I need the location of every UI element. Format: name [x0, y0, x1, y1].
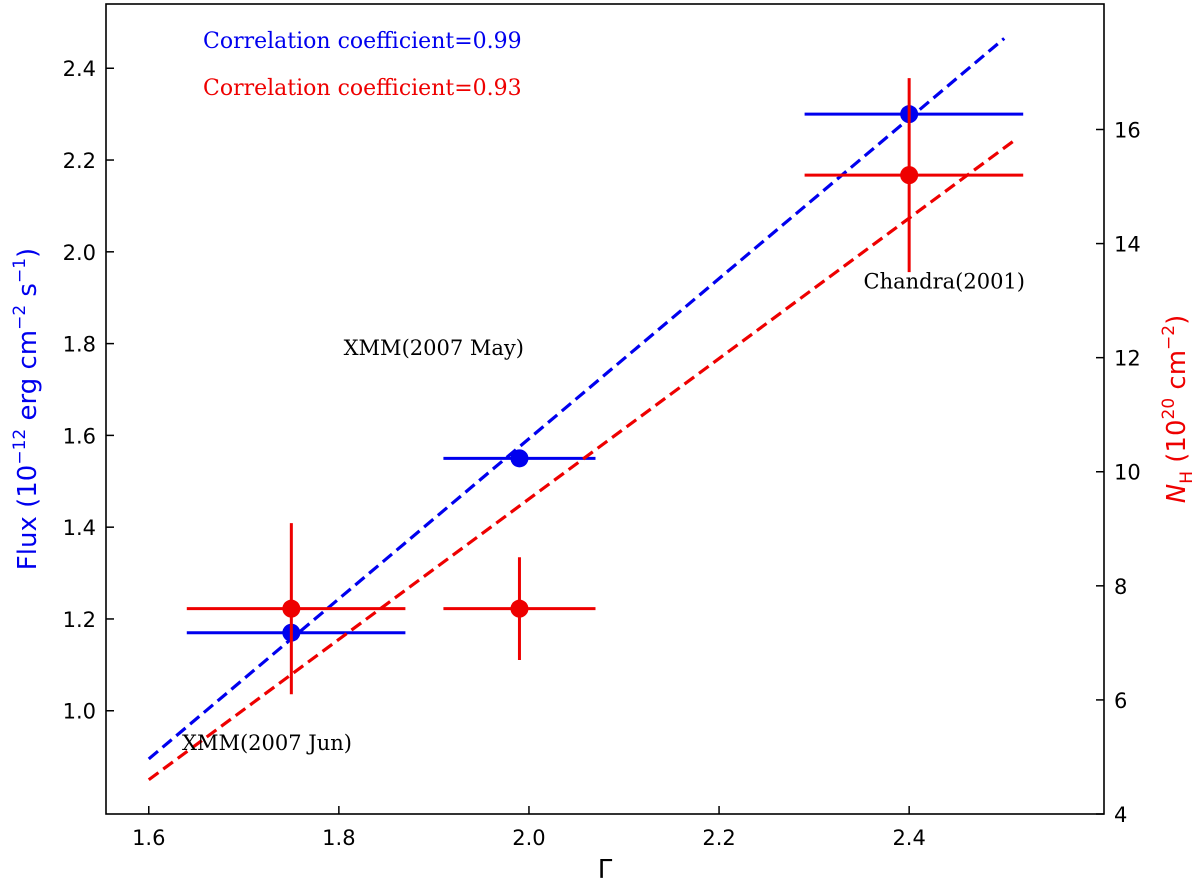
x-tick-label: 1.8 — [322, 826, 355, 850]
x-tick-label: 1.6 — [132, 826, 165, 850]
correlation-annotation-flux: Correlation coefficient=0.99 — [203, 29, 522, 54]
y-right-tick-label: 14 — [1114, 233, 1141, 257]
data-point-nh — [510, 599, 529, 618]
y-right-tick-label: 6 — [1114, 689, 1127, 713]
y-axis-left-label: Flux (10−12 erg cm−2 s−1) — [10, 248, 43, 570]
x-tick-label: 2.4 — [892, 826, 925, 850]
data-point-flux — [510, 449, 529, 468]
x-axis: 1.6 1.8 2.0 2.2 2.4 — [132, 806, 926, 850]
y-left-tick-label: 1.2 — [63, 608, 96, 632]
observation-label: Chandra(2001) — [864, 270, 1025, 294]
data-point-nh — [282, 599, 301, 618]
y-right-tick-label: 10 — [1114, 461, 1141, 485]
fit-line-nh — [147, 139, 1015, 782]
y-left-tick-label: 1.4 — [63, 516, 96, 540]
y-left-tick-label: 2.4 — [63, 57, 96, 81]
y-left-tick-label: 1.0 — [63, 700, 96, 724]
y-left-tick-label: 2.2 — [63, 149, 96, 173]
plot-frame — [105, 3, 1105, 815]
y-left-tick-label: 1.6 — [63, 424, 96, 448]
y-axis-right-label: NH (1020 cm−2) — [1159, 315, 1197, 504]
fit-line-flux — [147, 37, 1006, 761]
x-tick-label: 2.0 — [512, 826, 545, 850]
x-tick-label: 2.2 — [702, 826, 735, 850]
y-left-tick-label: 2.0 — [63, 241, 96, 265]
y-right-tick-label: 4 — [1114, 803, 1127, 827]
observation-label: XMM(2007 May) — [344, 336, 524, 360]
y-left-tick-label: 1.8 — [63, 333, 96, 357]
y-right-tick-label: 12 — [1114, 347, 1141, 371]
x-axis-label: Γ — [598, 855, 613, 885]
observation-label: XMM(2007 Jun) — [182, 731, 352, 755]
y-axis-right: 4 6 8 10 12 14 16 — [1096, 118, 1141, 827]
y-axis-left: 1.0 1.2 1.4 1.6 1.8 2.0 2.2 2.4 — [63, 57, 114, 724]
data-point-nh — [900, 166, 919, 185]
y-right-tick-label: 16 — [1114, 118, 1141, 142]
correlation-annotation-nh: Correlation coefficient=0.93 — [203, 76, 522, 101]
y-right-tick-label: 8 — [1114, 575, 1127, 599]
